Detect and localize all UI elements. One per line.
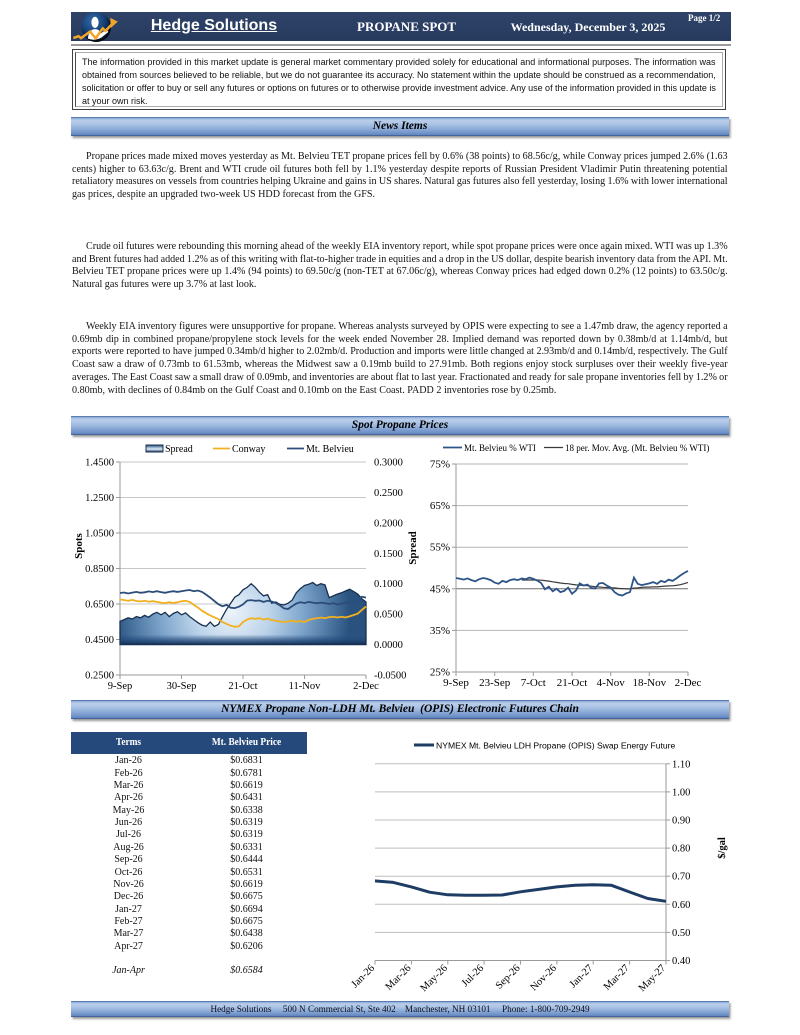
svg-text:Sep-26: Sep-26 <box>494 963 523 992</box>
svg-text:0.6500: 0.6500 <box>85 600 114 611</box>
svg-text:23-Sep: 23-Sep <box>479 677 511 689</box>
svg-text:0.40: 0.40 <box>672 956 690 967</box>
svg-text:0.1500: 0.1500 <box>374 549 403 560</box>
svg-text:1.10: 1.10 <box>672 759 690 770</box>
svg-text:21-Oct: 21-Oct <box>228 681 257 692</box>
svg-text:1.4500: 1.4500 <box>85 458 114 469</box>
svg-text:9-Sep: 9-Sep <box>108 681 133 692</box>
svg-text:0.1000: 0.1000 <box>374 579 403 590</box>
svg-text:Nov-26: Nov-26 <box>529 963 559 993</box>
svg-text:65%: 65% <box>430 500 450 512</box>
svg-text:0.8500: 0.8500 <box>85 564 114 575</box>
svg-text:30-Sep: 30-Sep <box>167 681 197 692</box>
svg-text:May-26: May-26 <box>419 963 450 994</box>
svg-text:$/gal: $/gal <box>717 837 728 859</box>
svg-text:Mar-27: Mar-27 <box>602 963 632 993</box>
svg-text:Mt. Belvieu % WTI: Mt. Belvieu % WTI <box>464 443 536 453</box>
svg-text:0.0500: 0.0500 <box>374 610 403 621</box>
svg-text:0.60: 0.60 <box>672 900 690 911</box>
svg-text:45%: 45% <box>430 583 450 595</box>
svg-text:Spread: Spread <box>407 531 419 564</box>
svg-text:Mar-26: Mar-26 <box>384 963 414 993</box>
svg-text:0.50: 0.50 <box>672 928 690 939</box>
svg-text:18-Nov: 18-Nov <box>632 677 666 689</box>
svg-text:0.80: 0.80 <box>672 844 690 855</box>
svg-text:4-Nov: 4-Nov <box>597 677 626 689</box>
svg-text:35%: 35% <box>430 625 450 637</box>
svg-text:NYMEX Mt. Belvieu LDH Propane: NYMEX Mt. Belvieu LDH Propane (OPIS) Swa… <box>436 741 676 751</box>
svg-text:Jan-27: Jan-27 <box>568 963 596 991</box>
svg-text:0.2500: 0.2500 <box>85 671 114 682</box>
svg-text:-0.0500: -0.0500 <box>374 671 406 682</box>
svg-text:1.00: 1.00 <box>672 787 690 798</box>
svg-text:21-Oct: 21-Oct <box>557 677 588 689</box>
svg-text:18 per. Mov. Avg. (Mt. Belvieu: 18 per. Mov. Avg. (Mt. Belvieu % WTI) <box>565 443 709 453</box>
svg-text:0.2000: 0.2000 <box>374 518 403 529</box>
svg-text:0.4500: 0.4500 <box>85 635 114 646</box>
svg-text:25%: 25% <box>430 667 450 679</box>
svg-text:0.0000: 0.0000 <box>374 640 403 651</box>
svg-text:Spots: Spots <box>73 532 85 558</box>
svg-text:75%: 75% <box>430 459 450 471</box>
svg-text:0.2500: 0.2500 <box>374 488 403 499</box>
svg-text:Mt. Belvieu: Mt. Belvieu <box>306 444 354 455</box>
svg-text:1.0500: 1.0500 <box>85 529 114 540</box>
svg-text:2-Dec: 2-Dec <box>353 681 379 692</box>
svg-text:0.70: 0.70 <box>672 872 690 883</box>
svg-text:1.2500: 1.2500 <box>85 493 114 504</box>
svg-text:Conway: Conway <box>232 444 265 455</box>
svg-text:May-27: May-27 <box>637 963 668 994</box>
svg-text:0.3000: 0.3000 <box>374 458 403 469</box>
svg-text:0.90: 0.90 <box>672 816 690 827</box>
svg-text:7-Oct: 7-Oct <box>521 677 546 689</box>
svg-text:Jul-26: Jul-26 <box>460 963 486 989</box>
svg-text:9-Sep: 9-Sep <box>443 677 469 689</box>
svg-text:Jan-26: Jan-26 <box>350 963 378 991</box>
svg-text:2-Dec: 2-Dec <box>675 677 702 689</box>
svg-text:Spread: Spread <box>165 444 193 455</box>
svg-text:55%: 55% <box>430 542 450 554</box>
svg-text:11-Nov: 11-Nov <box>289 681 321 692</box>
